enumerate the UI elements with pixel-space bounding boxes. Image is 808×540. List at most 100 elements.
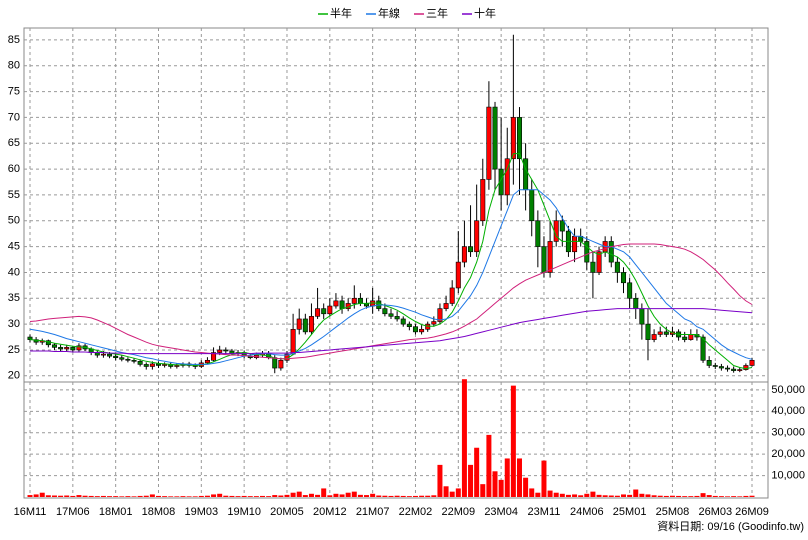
x-tick-label: 21M07	[356, 506, 390, 518]
volume-bar	[541, 460, 547, 497]
x-tick-label: 20M12	[313, 506, 347, 518]
legend-label: 三年	[426, 6, 448, 20]
y-tick-label: 60	[8, 163, 20, 175]
y-tick-label: 50	[8, 215, 20, 227]
x-tick-label: 20M05	[270, 506, 304, 518]
volume-bar	[235, 496, 241, 497]
candle-body	[523, 158, 529, 191]
volume-bar	[198, 495, 204, 497]
candle-body	[51, 344, 57, 348]
candle-body	[204, 359, 210, 364]
volume-bar	[382, 495, 388, 497]
candle-body	[107, 353, 113, 357]
volume-bar	[217, 493, 223, 497]
x-tick-label: 18M08	[142, 506, 176, 518]
y-tick-label: 40	[8, 266, 20, 278]
ma-line	[29, 153, 753, 370]
volume-bar	[376, 495, 382, 497]
volume-bar	[412, 495, 418, 497]
x-tick-label: 18M01	[99, 506, 133, 518]
candle-body	[327, 305, 333, 315]
candle-body	[510, 117, 516, 160]
volume-bar	[578, 495, 584, 497]
volume-bar	[51, 495, 57, 497]
candle-body	[217, 349, 223, 353]
volume-bar	[621, 494, 627, 497]
volume-bar	[498, 479, 504, 497]
volume-bar	[510, 385, 516, 497]
volume-bar	[88, 495, 94, 497]
candle-body	[302, 318, 308, 333]
volume-bar	[486, 434, 492, 497]
candle-body	[541, 246, 547, 273]
candle-body	[455, 261, 461, 289]
volume-bar	[327, 495, 333, 497]
volume-bar	[712, 495, 718, 497]
x-tick-label: 19M03	[185, 506, 219, 518]
volume-bar	[100, 495, 106, 497]
volume-bar	[272, 495, 278, 497]
volume-bar	[749, 495, 755, 497]
y-tick-label: 45	[8, 241, 20, 253]
volume-bar	[308, 493, 314, 497]
volume-bar	[633, 489, 639, 497]
x-tick-label: 19M10	[227, 506, 261, 518]
volume-bar	[608, 495, 614, 497]
y-tick-label: 75	[8, 85, 20, 97]
candle-body	[682, 336, 688, 340]
volume-bar	[58, 495, 64, 497]
volume-bar	[107, 496, 113, 497]
volume-bar	[266, 496, 272, 497]
x-tick-label: 23M04	[484, 506, 518, 518]
volume-bar	[492, 471, 498, 497]
x-tick-label: 25M01	[613, 506, 647, 518]
candle-body	[663, 331, 669, 335]
volume-bar	[76, 495, 82, 497]
volume-bar	[682, 496, 688, 497]
volume-bar	[669, 495, 675, 497]
volume-bar	[211, 494, 217, 497]
volume-bar	[700, 493, 706, 497]
volume-bar	[186, 496, 192, 497]
volume-bar	[364, 495, 370, 497]
volume-bar	[645, 494, 651, 497]
volume-bar	[535, 492, 541, 497]
volume-bar	[180, 496, 186, 497]
candle-body	[480, 179, 486, 222]
candle-body	[131, 359, 137, 362]
candle-body	[633, 297, 639, 309]
volume-bar	[468, 464, 474, 497]
legend-label: 十年	[474, 6, 496, 20]
volume-bar	[82, 495, 88, 497]
legend-label: 年線	[378, 6, 400, 20]
volume-bar	[651, 495, 657, 497]
volume-bar	[718, 496, 724, 497]
volume-bar	[229, 495, 235, 497]
volume-bar	[45, 495, 51, 497]
y2-tick-label: 30,000	[771, 427, 805, 439]
x-tick-label: 25M08	[656, 506, 690, 518]
volume-bar	[725, 496, 731, 497]
volume-bar	[113, 496, 119, 497]
volume-bar	[596, 494, 602, 497]
x-tick-label: 26M03	[698, 506, 732, 518]
candle-body	[688, 334, 694, 340]
candle-body	[657, 331, 663, 335]
candle-body	[394, 316, 400, 320]
volume-bar	[737, 496, 743, 497]
volume-bar	[731, 496, 737, 497]
y-tick-label: 30	[8, 318, 20, 330]
candle-body	[437, 308, 443, 322]
volume-bar	[345, 492, 351, 497]
candle-body	[64, 347, 70, 350]
y-tick-label: 70	[8, 111, 20, 123]
candle-body	[547, 241, 553, 273]
y2-tick-label: 50,000	[771, 384, 805, 396]
volume-bar	[461, 379, 467, 497]
candle-body	[700, 336, 706, 361]
candle-body	[333, 300, 339, 307]
y2-tick-label: 20,000	[771, 448, 805, 460]
y-tick-label: 65	[8, 137, 20, 149]
y-tick-label: 55	[8, 189, 20, 201]
candle-body	[639, 308, 645, 325]
